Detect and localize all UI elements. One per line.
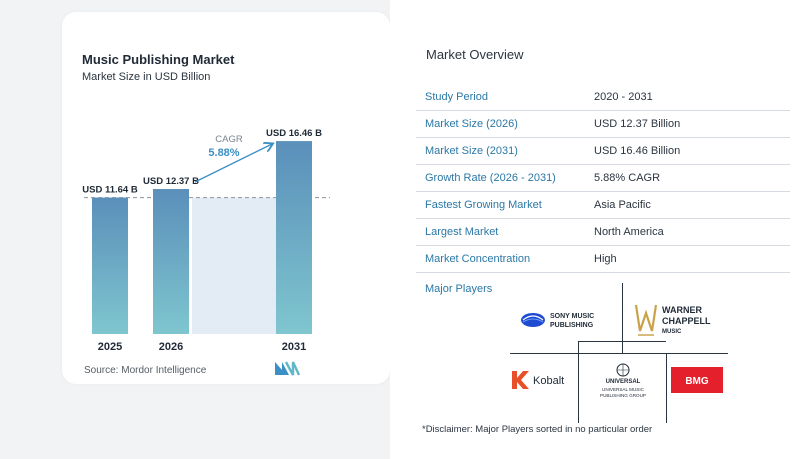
source-text: Source: Mordor Intelligence	[84, 365, 207, 376]
mordor-logo-icon	[275, 361, 300, 376]
overview-row: Market Size (2026) USD 12.37 Billion	[416, 111, 790, 138]
svg-text:MUSIC: MUSIC	[662, 329, 682, 335]
overview-row: Largest Market North America	[416, 219, 790, 246]
x-tick-2026: 2026	[159, 341, 183, 353]
players-title: Major Players	[425, 283, 493, 295]
overview-row: Fastest Growing Market Asia Pacific	[416, 192, 790, 219]
svg-text:UNIVERSAL: UNIVERSAL	[606, 379, 641, 385]
cagr-arrow	[194, 144, 272, 183]
divider	[510, 353, 728, 354]
divider	[578, 341, 666, 342]
row-label: Market Size (2026)	[425, 118, 518, 130]
svg-text:BMG: BMG	[685, 376, 709, 387]
divider	[578, 341, 579, 423]
overview-row: Market Size (2031) USD 16.46 Billion	[416, 138, 790, 165]
chart-subtitle: Market Size in USD Billion	[82, 71, 211, 83]
data-label-2025: USD 11.64 B	[82, 185, 138, 196]
right-panel: Market Overview Study Period 2020 - 2031…	[390, 0, 800, 459]
kobalt-logo: Kobalt	[512, 371, 564, 389]
bar-chart: USD 11.64 B 2025 USD 12.37 B 2026 USD 16.46 …	[82, 128, 330, 353]
svg-text:CHAPPELL: CHAPPELL	[662, 316, 711, 326]
bars-group: USD 11.64 B 2025 USD 12.37 B 2026 USD 16.46 …	[82, 128, 322, 353]
players-grid: SONY MUSIC PUBLISHING WARNER CHAPPELL MU…	[500, 283, 740, 423]
row-value: USD 12.37 Billion	[594, 118, 681, 130]
row-value: High	[594, 253, 617, 265]
chart-card: Music Publishing Market Market Size in U…	[62, 12, 390, 384]
overview-row: Market Concentration High	[416, 246, 790, 273]
svg-text:UNIVERSAL MUSIC: UNIVERSAL MUSIC	[602, 387, 645, 392]
data-label-2026: USD 12.37 B	[143, 176, 199, 187]
universal-music-publishing-logo: UNIVERSAL UNIVERSAL MUSIC PUBLISHING GRO…	[600, 363, 646, 398]
row-value: Asia Pacific	[594, 199, 651, 211]
cagr-value: 5.88%	[208, 147, 239, 159]
row-value: 2020 - 2031	[594, 91, 653, 103]
overview-title: Market Overview	[426, 47, 524, 62]
row-label: Growth Rate (2026 - 2031)	[425, 172, 556, 184]
chart-title: Music Publishing Market	[82, 52, 235, 67]
bar-2025	[92, 197, 128, 334]
svg-text:PUBLISHING: PUBLISHING	[550, 322, 594, 329]
warner-chappell-music-logo: WARNER CHAPPELL MUSIC	[634, 304, 711, 336]
row-value: 5.88% CAGR	[594, 172, 661, 184]
x-tick-2031: 2031	[282, 341, 306, 353]
row-label: Study Period	[425, 91, 488, 103]
overview-row: Study Period 2020 - 2031	[416, 84, 790, 111]
disclaimer-text: *Disclaimer: Major Players sorted in no …	[422, 424, 653, 435]
row-label: Largest Market	[425, 226, 499, 238]
row-value: North America	[594, 226, 664, 238]
x-tick-2025: 2025	[98, 341, 122, 353]
svg-text:WARNER: WARNER	[662, 305, 702, 315]
overview-row: Growth Rate (2026 - 2031) 5.88% CAGR	[416, 165, 790, 192]
overview-table: Study Period 2020 - 2031 Market Size (20…	[416, 84, 790, 273]
svg-text:Kobalt: Kobalt	[533, 375, 564, 387]
bar-2026	[153, 189, 189, 334]
svg-text:PUBLISHING GROUP: PUBLISHING GROUP	[600, 393, 646, 398]
row-label: Market Size (2031)	[425, 145, 518, 157]
bmg-logo: BMG	[671, 367, 723, 393]
bar-2031	[276, 141, 312, 334]
data-label-2031: USD 16.46 B	[266, 128, 322, 139]
cagr-label: CAGR	[215, 134, 243, 145]
sony-music-publishing-logo: SONY MUSIC PUBLISHING	[521, 313, 594, 329]
row-label: Market Concentration	[425, 253, 531, 265]
divider	[666, 353, 667, 423]
svg-text:SONY MUSIC: SONY MUSIC	[550, 313, 594, 320]
divider	[622, 283, 623, 353]
row-value: USD 16.46 Billion	[594, 145, 681, 157]
row-label: Fastest Growing Market	[425, 199, 542, 211]
